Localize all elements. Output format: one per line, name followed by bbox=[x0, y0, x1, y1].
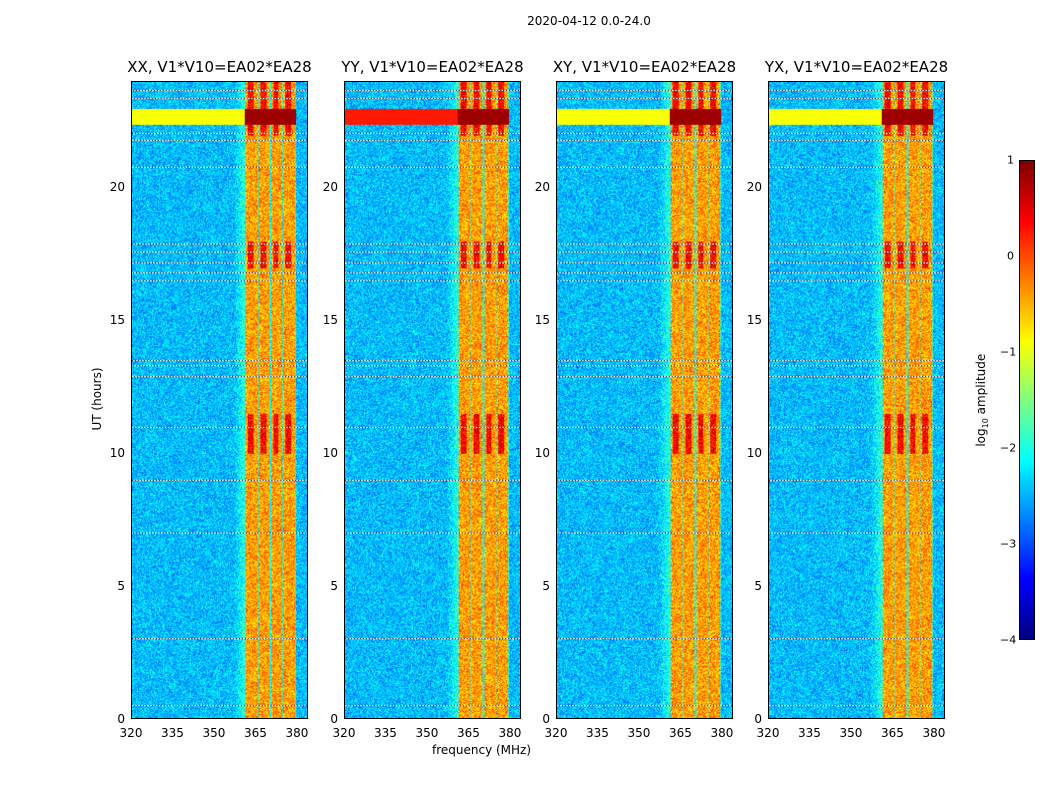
x-tick-label: 335 bbox=[586, 726, 609, 740]
x-tick-label: 350 bbox=[202, 726, 226, 740]
y-tick-label: 0 bbox=[117, 712, 125, 726]
figure-title: 2020-04-12 0.0-24.0 bbox=[527, 14, 651, 28]
y-tick-label: 15 bbox=[322, 313, 338, 328]
y-axis-label: UT (hours) bbox=[90, 367, 104, 431]
x-tick-label: 335 bbox=[798, 726, 821, 740]
y-tick-label: 5 bbox=[330, 579, 338, 594]
y-tick-label: 10 bbox=[109, 446, 125, 461]
y-tick-label: 15 bbox=[534, 313, 550, 328]
panel-title: YX, V1*V10=EA02*EA28 bbox=[764, 58, 949, 76]
colorbar-tick-label: −3 bbox=[1000, 537, 1017, 551]
x-tick-label: 380 bbox=[710, 726, 734, 740]
x-tick-label: 380 bbox=[498, 726, 522, 740]
spectrogram-heatmap bbox=[344, 81, 521, 719]
y-tick-label: 15 bbox=[746, 313, 762, 328]
y-tick-label: 20 bbox=[534, 180, 550, 195]
y-tick-label: 20 bbox=[322, 180, 338, 195]
spectrogram-heatmap bbox=[768, 81, 945, 719]
y-tick-label: 20 bbox=[746, 180, 762, 195]
panel-title: XY, V1*V10=EA02*EA28 bbox=[552, 58, 737, 76]
colorbar-tick-label: −4 bbox=[1000, 633, 1017, 647]
colorbar-tick-label: 0 bbox=[1007, 249, 1014, 263]
panel-title: XX, V1*V10=EA02*EA28 bbox=[127, 58, 312, 76]
y-tick-label: 0 bbox=[754, 712, 762, 726]
spectrogram-heatmap bbox=[556, 81, 733, 719]
panel-3: XY, V1*V10=EA02*EA28 320 335 350 365 380 0 5 10 1… bbox=[535, 58, 736, 740]
spectrogram-heatmap bbox=[131, 81, 308, 719]
panel-title: YY, V1*V10=EA02*EA28 bbox=[341, 58, 524, 76]
y-tick-label: 10 bbox=[322, 446, 338, 461]
x-tick-label: 335 bbox=[374, 726, 397, 740]
y-tick-label: 10 bbox=[746, 446, 762, 461]
y-tick-label: 5 bbox=[542, 579, 550, 594]
colorbar-tick-label: 1 bbox=[1007, 153, 1014, 167]
x-tick-label: 380 bbox=[922, 726, 946, 740]
x-tick-label: 365 bbox=[669, 726, 692, 740]
x-tick-label: 335 bbox=[161, 726, 184, 740]
colorbar-tick-label: −2 bbox=[1000, 441, 1017, 455]
x-tick-label: 350 bbox=[415, 726, 439, 740]
x-tick-label: 380 bbox=[285, 726, 309, 740]
colorbar bbox=[1019, 160, 1035, 640]
x-tick-label: 350 bbox=[627, 726, 651, 740]
x-tick-label: 320 bbox=[332, 726, 356, 740]
y-tick-label: 5 bbox=[754, 579, 762, 594]
x-tick-label: 320 bbox=[119, 726, 143, 740]
panel-1: XX, V1*V10=EA02*EA28 320 335 350 365 380 0 5 10 1… bbox=[110, 58, 312, 740]
x-axis-label: frequency (MHz) bbox=[432, 743, 532, 757]
y-tick-label: 0 bbox=[542, 712, 550, 726]
y-tick-label: 10 bbox=[534, 446, 550, 461]
x-tick-label: 320 bbox=[544, 726, 568, 740]
x-tick-label: 350 bbox=[839, 726, 863, 740]
panel-2: YY, V1*V10=EA02*EA28 320 335 350 365 380 0 5 10 1… bbox=[323, 58, 524, 740]
y-tick-label: 20 bbox=[109, 180, 125, 195]
colorbar-tick-label: −1 bbox=[1000, 345, 1017, 359]
panel-4: YX, V1*V10=EA02*EA28 320 335 350 365 380 0 5 10 1… bbox=[747, 58, 948, 740]
x-tick-label: 320 bbox=[756, 726, 780, 740]
x-tick-label: 365 bbox=[881, 726, 904, 740]
y-tick-label: 15 bbox=[109, 313, 125, 328]
y-tick-label: 0 bbox=[330, 712, 338, 726]
x-tick-label: 365 bbox=[457, 726, 480, 740]
x-tick-label: 365 bbox=[244, 726, 267, 740]
y-tick-label: 5 bbox=[117, 579, 125, 594]
colorbar-label: log10 amplitude bbox=[973, 353, 991, 447]
